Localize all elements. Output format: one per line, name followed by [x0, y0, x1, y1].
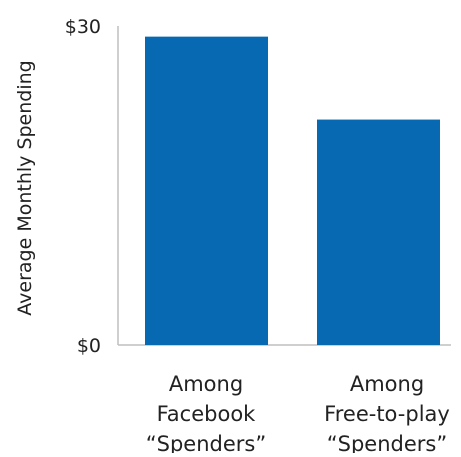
category-labels: Among Facebook “Spenders” Among Free-to-play… [146, 372, 450, 456]
category-label-1: Among Free-to-play “Spenders” [324, 372, 450, 453]
y-tick-labels: $0 $30 [65, 16, 101, 357]
category-label-1-line-1: Free-to-play [324, 402, 450, 426]
category-label-0: Among Facebook “Spenders” [146, 372, 266, 453]
category-label-0-line-0: Among [169, 372, 243, 396]
y-axis-title: Average Monthly Spending [14, 60, 36, 315]
bars [145, 36, 440, 346]
bar-0 [145, 36, 268, 346]
bar-1 [317, 119, 440, 345]
category-label-0-line-2: “Spenders” [146, 432, 266, 453]
y-tick-label-0: $0 [77, 335, 101, 357]
y-tick-label-1: $30 [65, 16, 101, 38]
category-label-0-line-1: Facebook [157, 402, 257, 426]
category-label-1-line-2: “Spenders” [327, 432, 447, 453]
category-label-1-line-0: Among [350, 372, 424, 396]
